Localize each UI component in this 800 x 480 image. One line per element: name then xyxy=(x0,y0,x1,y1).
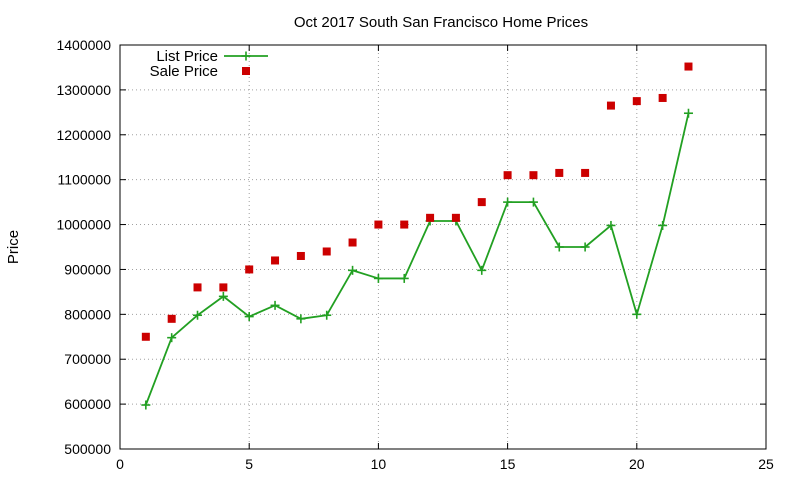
data-point xyxy=(400,220,409,229)
y-tick-label: 1200000 xyxy=(56,127,111,143)
y-tick-label: 1300000 xyxy=(56,82,111,98)
data-point xyxy=(426,213,435,222)
data-point xyxy=(554,242,564,252)
data-point xyxy=(218,291,228,301)
data-point xyxy=(477,265,487,275)
y-tick-label: 700000 xyxy=(64,351,111,367)
y-axis-label: Price xyxy=(5,230,22,264)
data-point xyxy=(477,198,486,207)
data-point xyxy=(374,220,383,229)
y-tick-label: 600000 xyxy=(64,396,111,412)
data-point xyxy=(683,108,693,118)
x-tick-label: 15 xyxy=(500,456,516,472)
x-tick-label: 0 xyxy=(116,456,124,472)
data-point xyxy=(244,312,254,322)
data-point xyxy=(296,251,305,260)
data-point xyxy=(322,247,331,256)
x-tick-label: 20 xyxy=(629,456,645,472)
y-tick-label: 1400000 xyxy=(56,37,111,53)
series-line xyxy=(144,113,690,406)
data-point xyxy=(373,273,383,283)
data-point xyxy=(606,101,615,110)
data-point xyxy=(503,171,512,180)
data-point xyxy=(245,265,254,274)
data-point xyxy=(167,333,177,343)
grid-layer xyxy=(120,45,766,449)
tick-layer: 0 5 10 15 20 25 500000 600000 700000 800000 900000… xyxy=(56,37,774,472)
data-point xyxy=(529,171,538,180)
y-tick-label: 500000 xyxy=(64,441,111,457)
legend-marker xyxy=(241,51,251,61)
data-point xyxy=(632,97,641,106)
data-point xyxy=(296,314,306,324)
data-point xyxy=(606,220,616,230)
data-point xyxy=(271,256,280,265)
data-point xyxy=(658,93,667,102)
y-tick-label: 1000000 xyxy=(56,217,111,233)
chart-title: Oct 2017 South San Francisco Home Prices xyxy=(294,14,588,31)
data-point xyxy=(503,197,513,207)
data-point xyxy=(348,238,357,247)
plot-frame xyxy=(119,44,767,450)
data-point xyxy=(451,213,460,222)
legend-label: List Price xyxy=(156,48,218,65)
data-point xyxy=(270,300,280,310)
data-point xyxy=(658,220,668,230)
data-point xyxy=(632,309,642,319)
series-layer xyxy=(141,62,693,410)
data-point xyxy=(193,283,202,292)
data-point xyxy=(555,168,564,177)
data-point xyxy=(193,310,203,320)
data-point xyxy=(348,265,358,275)
data-point xyxy=(141,400,151,410)
data-point xyxy=(141,332,150,341)
y-tick-label: 1100000 xyxy=(58,172,112,188)
x-tick-label: 10 xyxy=(371,456,387,472)
data-point xyxy=(581,168,590,177)
data-point xyxy=(684,62,693,71)
y-tick-label: 900000 xyxy=(64,261,111,277)
data-point xyxy=(528,197,538,207)
legend-label: Sale Price xyxy=(150,63,218,80)
legend-marker xyxy=(242,67,250,75)
y-tick-label: 800000 xyxy=(64,306,111,322)
x-tick-label: 5 xyxy=(245,456,253,472)
data-point xyxy=(399,273,409,283)
series-list-price xyxy=(141,108,693,410)
x-tick-label: 25 xyxy=(758,456,774,472)
data-point xyxy=(580,242,590,252)
series-sale-price xyxy=(141,62,693,341)
data-point xyxy=(322,310,332,320)
data-point xyxy=(219,283,228,292)
data-point xyxy=(167,314,176,323)
